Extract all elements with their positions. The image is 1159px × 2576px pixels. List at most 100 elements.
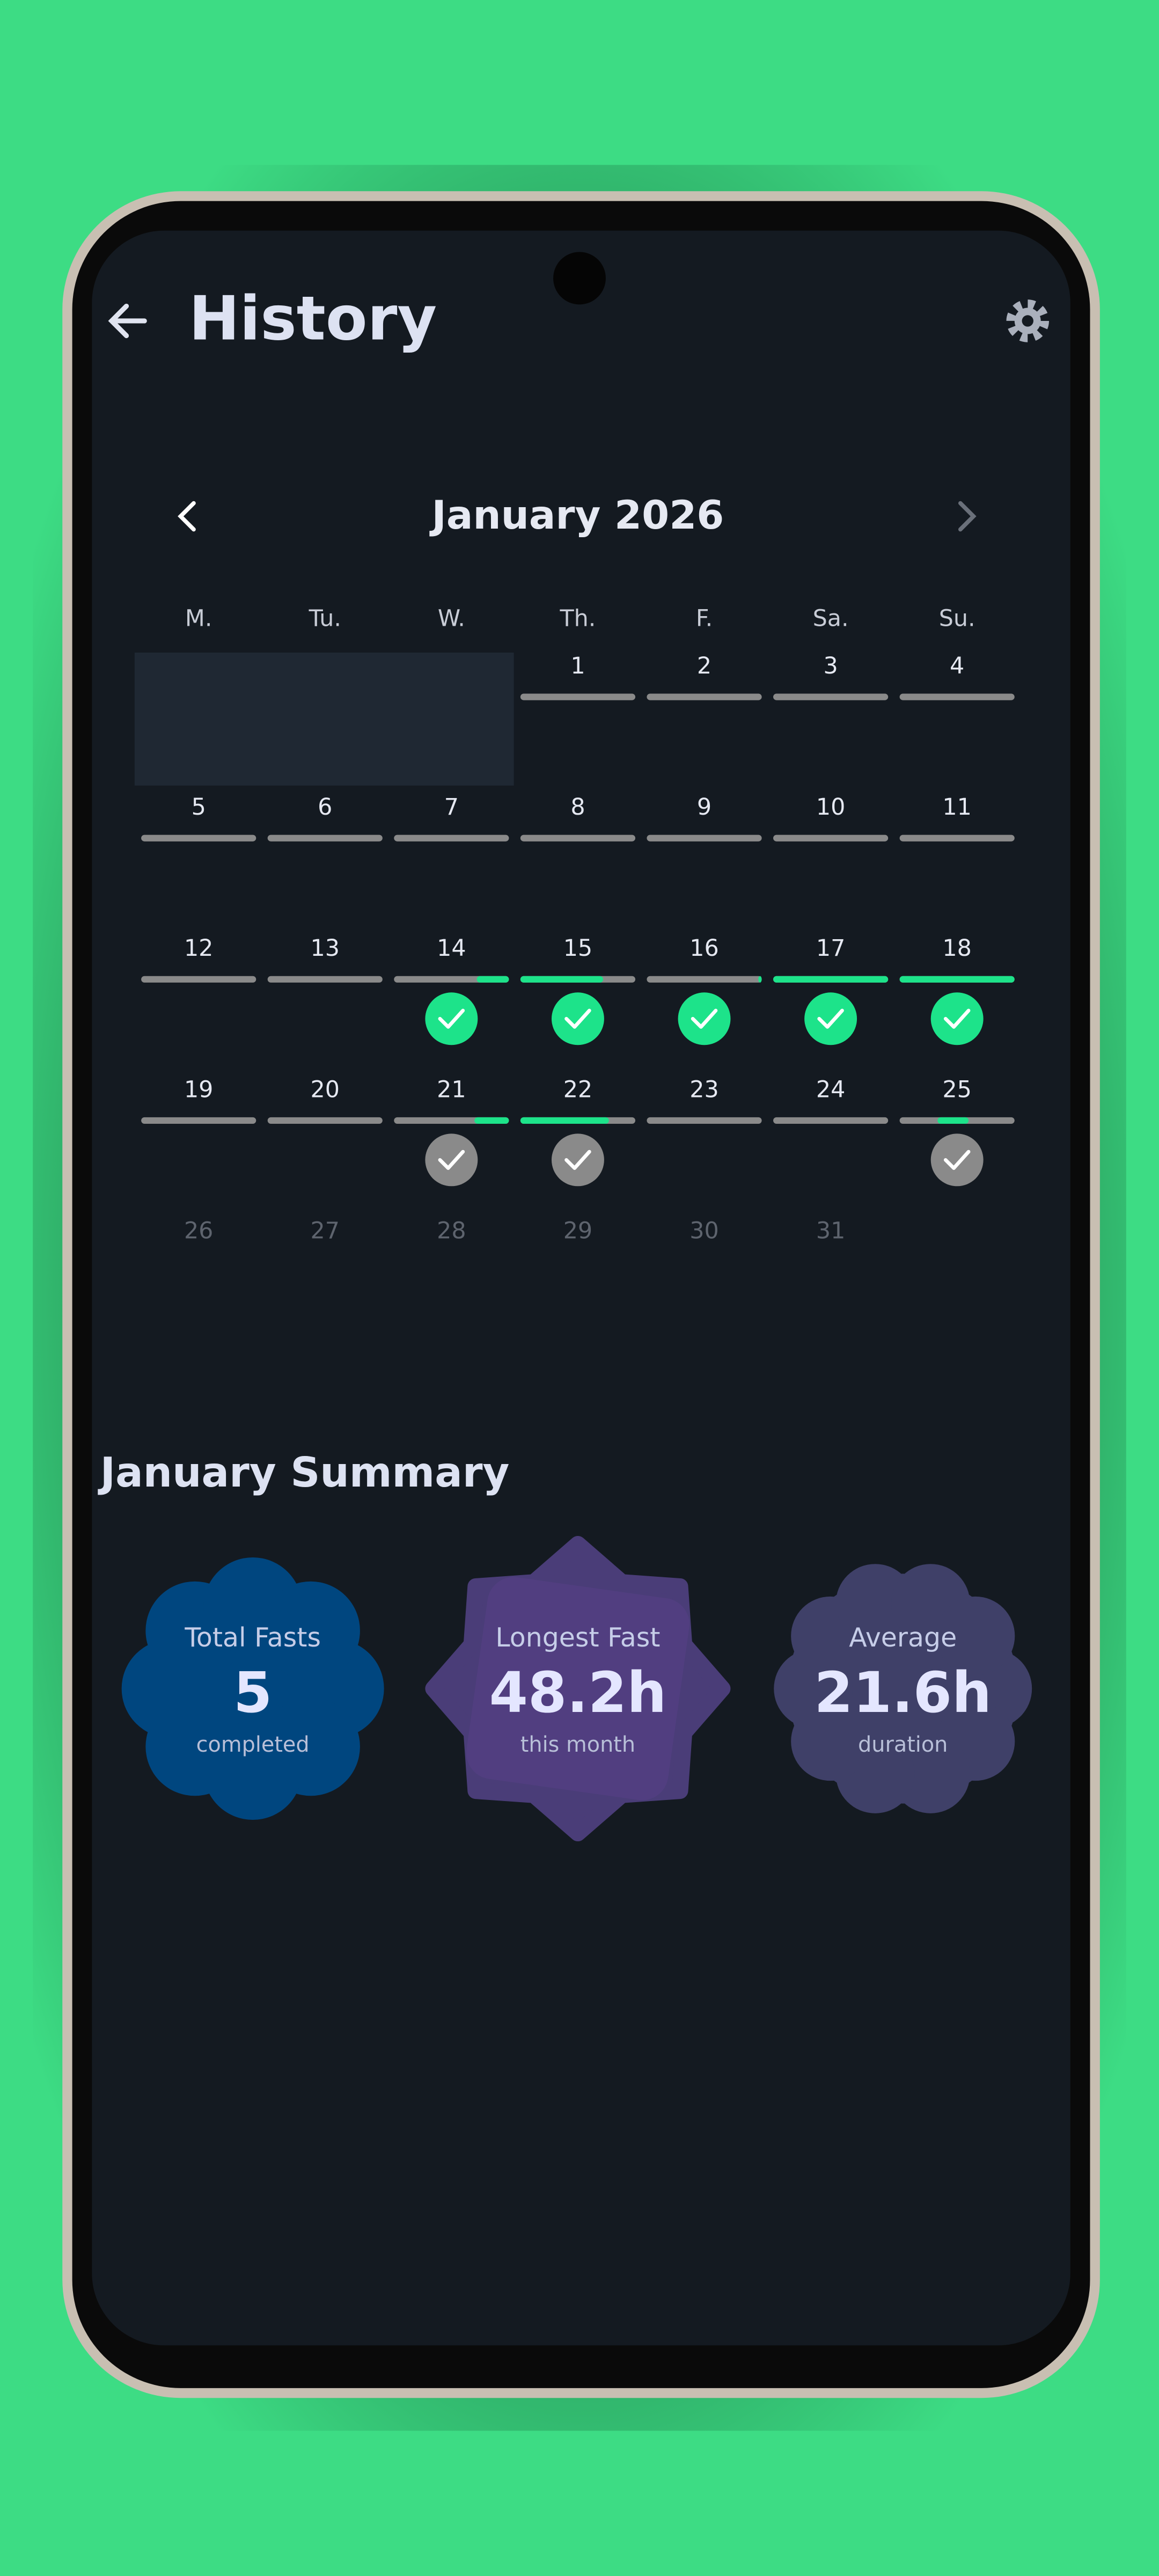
check-icon bbox=[943, 1150, 971, 1170]
check-badge bbox=[551, 1133, 604, 1187]
progress-fill bbox=[937, 1117, 969, 1124]
summary-card: Longest Fast 48.2h this month bbox=[425, 1535, 731, 1842]
day-number[interactable]: 2 bbox=[697, 653, 711, 679]
progress-track bbox=[647, 693, 762, 700]
check-icon bbox=[564, 1008, 591, 1029]
back-button[interactable] bbox=[108, 303, 147, 339]
check-badge bbox=[425, 992, 478, 1045]
settings-button[interactable] bbox=[1006, 299, 1050, 342]
camera bbox=[553, 252, 606, 305]
check-badge bbox=[930, 1133, 984, 1187]
card-value: 48.2h bbox=[489, 1660, 667, 1725]
day-number: 29 bbox=[563, 1217, 593, 1244]
card-label: Average bbox=[849, 1622, 957, 1653]
page-title: History bbox=[189, 283, 437, 354]
progress-track bbox=[773, 693, 889, 700]
day-number[interactable]: 13 bbox=[311, 935, 340, 962]
day-number[interactable]: 7 bbox=[444, 794, 459, 821]
day-number[interactable]: 20 bbox=[311, 1076, 340, 1103]
day-number[interactable]: 4 bbox=[950, 653, 964, 679]
day-number[interactable]: 15 bbox=[563, 935, 593, 962]
check-icon bbox=[943, 1008, 971, 1029]
progress-track bbox=[520, 693, 636, 700]
card-shape bbox=[891, 1734, 970, 1813]
progress-track bbox=[647, 1117, 762, 1124]
day-number: 27 bbox=[311, 1217, 340, 1244]
check-badge bbox=[678, 992, 731, 1045]
day-number[interactable]: 1 bbox=[570, 653, 585, 679]
card-shape bbox=[261, 1581, 360, 1680]
day-number[interactable]: 25 bbox=[942, 1076, 972, 1103]
progress-track bbox=[899, 835, 1015, 841]
check-badge bbox=[425, 1133, 478, 1187]
day-number: 28 bbox=[437, 1217, 466, 1244]
day-number[interactable]: 21 bbox=[437, 1076, 466, 1103]
card-shape bbox=[466, 1577, 689, 1801]
prev-month[interactable] bbox=[178, 501, 196, 532]
weekday-label: Sa. bbox=[813, 605, 849, 632]
day-number[interactable]: 12 bbox=[184, 935, 213, 962]
progress-track bbox=[520, 835, 636, 841]
progress-track bbox=[141, 1117, 256, 1124]
check-icon bbox=[817, 1008, 844, 1029]
day-number[interactable]: 23 bbox=[689, 1076, 719, 1103]
card-caption: completed bbox=[196, 1732, 310, 1757]
day-number[interactable]: 9 bbox=[697, 794, 711, 821]
card-value: 5 bbox=[233, 1660, 272, 1725]
progress-track bbox=[773, 1117, 889, 1124]
day-number[interactable]: 16 bbox=[689, 935, 719, 962]
day-number: 26 bbox=[184, 1217, 213, 1244]
day-number[interactable]: 14 bbox=[437, 935, 466, 962]
progress-track bbox=[899, 693, 1015, 700]
summary-card: Total Fasts 5 completed bbox=[121, 1557, 384, 1820]
day-number[interactable]: 11 bbox=[942, 794, 972, 821]
progress-fill bbox=[476, 976, 509, 983]
progress-fill bbox=[474, 1117, 509, 1124]
next-month bbox=[958, 501, 977, 532]
progress-track bbox=[647, 976, 762, 983]
progress-track bbox=[267, 835, 383, 841]
check-icon bbox=[438, 1008, 465, 1029]
progress-track bbox=[267, 1117, 383, 1124]
summary-title: January Summary bbox=[98, 1449, 510, 1497]
check-badge bbox=[930, 992, 984, 1045]
day-number[interactable]: 6 bbox=[318, 794, 332, 821]
progress-track bbox=[773, 835, 889, 841]
day-number[interactable]: 10 bbox=[816, 794, 846, 821]
day-number[interactable]: 19 bbox=[184, 1076, 213, 1103]
progress-track bbox=[141, 976, 256, 983]
progress-fill bbox=[899, 976, 1015, 983]
weekday-label: Su. bbox=[939, 605, 975, 632]
card-caption: duration bbox=[858, 1732, 948, 1757]
card-shape bbox=[835, 1564, 915, 1643]
day-number[interactable]: 22 bbox=[563, 1076, 593, 1103]
day-number[interactable]: 18 bbox=[942, 935, 972, 962]
day-number[interactable]: 3 bbox=[823, 653, 838, 679]
day-number[interactable]: 17 bbox=[816, 935, 846, 962]
weekday-label: Th. bbox=[559, 605, 596, 632]
check-icon bbox=[438, 1150, 465, 1170]
progress-track bbox=[141, 835, 256, 841]
day-number[interactable]: 8 bbox=[570, 794, 585, 821]
weekday-label: Tu. bbox=[309, 605, 341, 632]
app-background bbox=[92, 230, 1070, 2346]
progress-fill bbox=[520, 1117, 609, 1124]
month-title: January 2026 bbox=[429, 493, 724, 538]
day-number[interactable]: 24 bbox=[816, 1076, 846, 1103]
card-shape bbox=[936, 1596, 1015, 1675]
card-caption: this month bbox=[520, 1732, 635, 1757]
day-number: 30 bbox=[689, 1217, 719, 1244]
weekday-label: F. bbox=[696, 605, 713, 632]
card-label: Total Fasts bbox=[184, 1622, 321, 1653]
summary-card: Average 21.6h duration bbox=[774, 1564, 1032, 1813]
check-icon bbox=[564, 1150, 591, 1170]
day-number[interactable]: 5 bbox=[192, 794, 206, 821]
check-icon bbox=[691, 1008, 718, 1029]
check-badge bbox=[551, 992, 604, 1045]
progress-fill bbox=[758, 976, 762, 983]
progress-fill bbox=[520, 976, 604, 983]
card-value: 21.6h bbox=[814, 1660, 992, 1725]
card-label: Longest Fast bbox=[495, 1622, 660, 1653]
day-number: 31 bbox=[816, 1217, 846, 1244]
